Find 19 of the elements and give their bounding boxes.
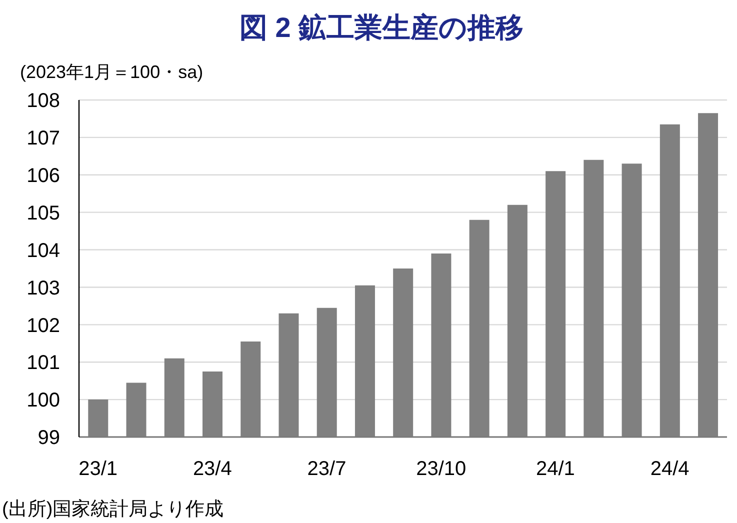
text: (出所)国家統計局より作成 bbox=[2, 498, 224, 522]
x-tick-label: 24/1 bbox=[536, 458, 575, 480]
chart-title: 図 2 鉱工業生産の推移 bbox=[238, 11, 525, 45]
y-tick-label: 106 bbox=[26, 164, 60, 187]
x-tick-label: 24/4 bbox=[650, 458, 690, 480]
x-tick-label: 23/7 bbox=[307, 458, 346, 480]
x-tick-label: 23/1 bbox=[78, 458, 118, 480]
y-tick-label: 99 bbox=[38, 427, 60, 450]
y-tick-label: 105 bbox=[26, 202, 60, 224]
x-tick-label: 23/4 bbox=[192, 458, 232, 480]
y-tick-label: 101 bbox=[26, 352, 60, 374]
y-axis-title: (2023年1月＝100・sa) bbox=[20, 61, 204, 84]
y-tick-label: 103 bbox=[26, 277, 60, 300]
x-tick-label: 23/10 bbox=[416, 458, 466, 480]
y-tick-label: 108 bbox=[26, 90, 60, 112]
y-tick-label: 102 bbox=[26, 314, 60, 337]
y-tick-label: 100 bbox=[26, 390, 60, 412]
y-tick-label: 107 bbox=[26, 128, 60, 150]
y-tick-label: 104 bbox=[26, 240, 60, 262]
